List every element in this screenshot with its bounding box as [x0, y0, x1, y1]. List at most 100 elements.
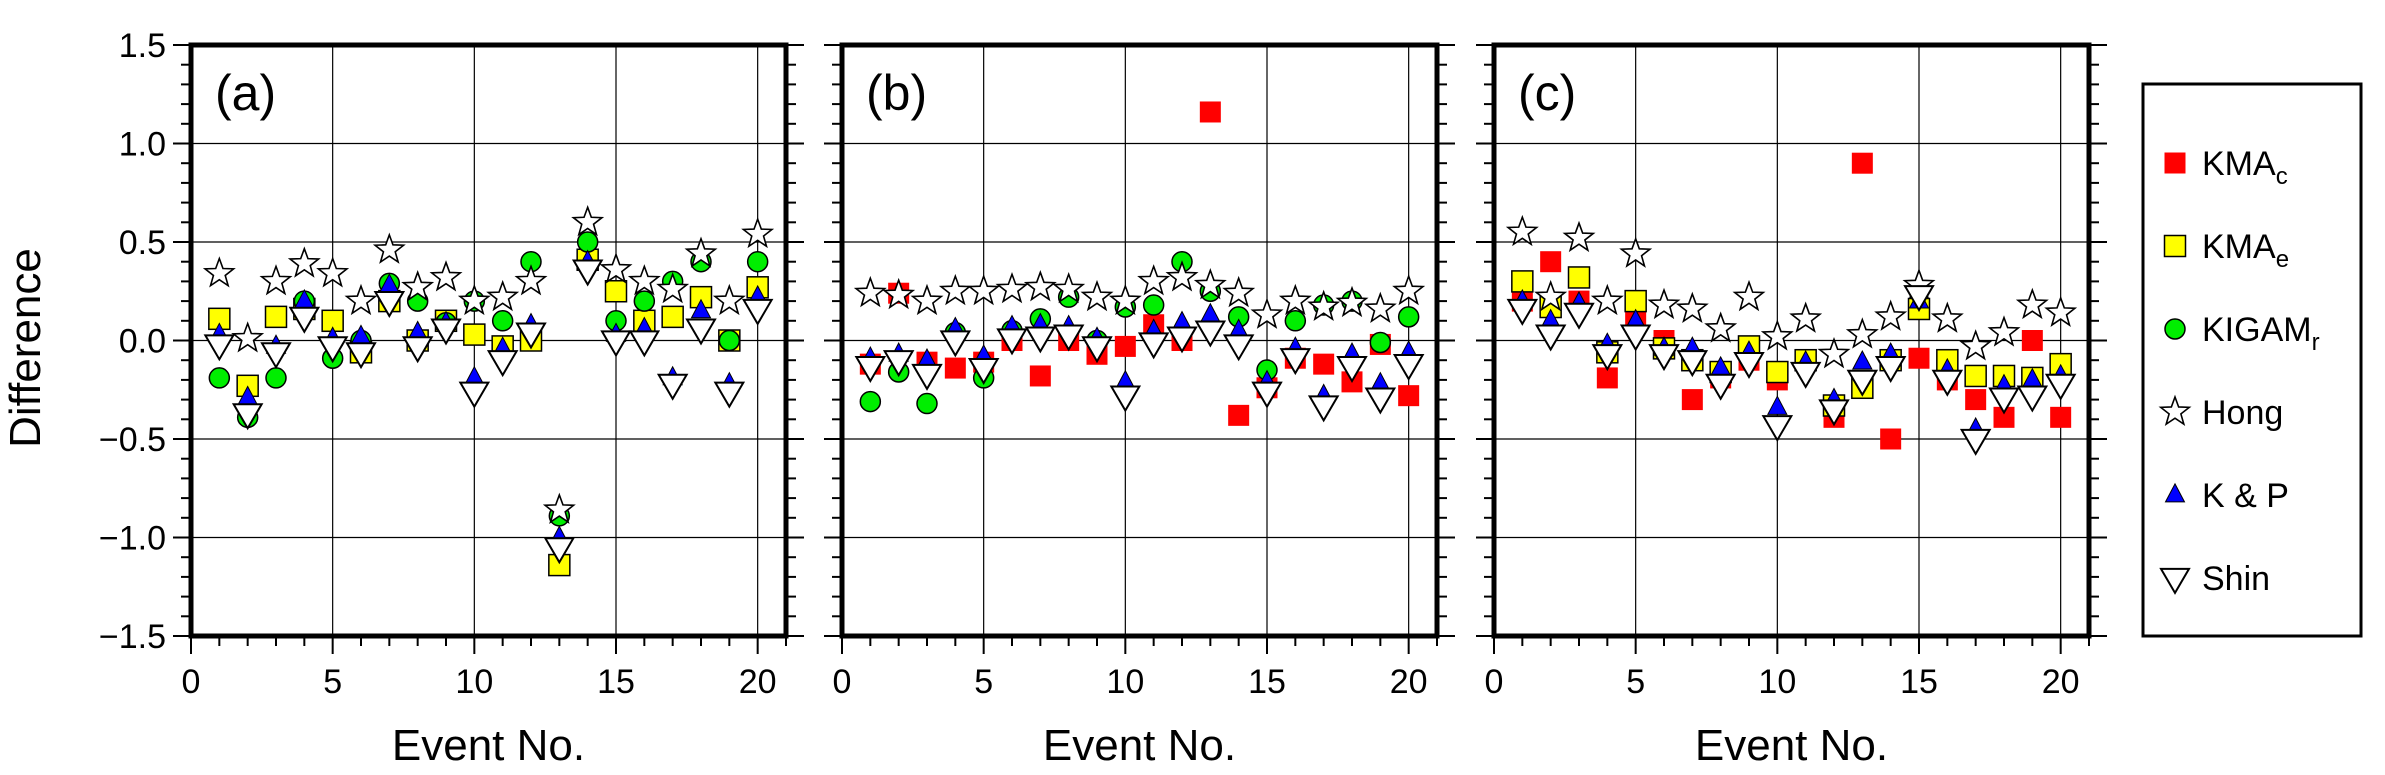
point-shin [203, 334, 236, 362]
point-hong [684, 236, 718, 268]
point-shin [996, 328, 1028, 356]
ticks [1476, 44, 2107, 654]
x-axis-title: Event No. [392, 721, 585, 770]
point-hong [457, 283, 491, 316]
point-shin [911, 363, 943, 391]
point-shin [1591, 344, 1624, 372]
x-tick-label: 20 [1390, 663, 1428, 701]
point-shin [515, 322, 547, 350]
point-hong [599, 252, 633, 284]
point-shin [1959, 428, 1992, 456]
point-shin [1222, 334, 1255, 362]
point-kmac [1313, 353, 1335, 375]
point-shin [1137, 332, 1170, 360]
point-hong [1250, 297, 1284, 329]
legend-item-kigam: KIGAMr [2164, 311, 2320, 356]
point-shin [401, 336, 434, 364]
point-shin [1619, 324, 1652, 352]
point-hong [1704, 311, 1738, 343]
x-tick-label: 5 [974, 663, 993, 701]
point-hong [231, 321, 265, 353]
point-kmae [1964, 364, 1987, 388]
point-hong [1222, 275, 1256, 308]
point-hong [2044, 295, 2078, 327]
point-hong [1817, 336, 1851, 369]
point-kmae [1624, 289, 1647, 313]
point-shin [288, 306, 321, 334]
legend-marker-kp [2164, 482, 2186, 503]
point-hong [344, 283, 378, 316]
x-axis-title: Event No. [1043, 721, 1236, 770]
x-tick-label: 15 [1900, 663, 1938, 701]
x-tick-label: 5 [1626, 663, 1645, 701]
y-tick-label: 1.0 [119, 126, 166, 164]
point-shin [543, 537, 576, 565]
point-shin [1676, 350, 1709, 378]
legend-box [2141, 82, 2363, 638]
point-kmac [1398, 385, 1420, 407]
panel-label: (a) [215, 65, 276, 121]
data-points [202, 204, 775, 577]
point-shin [1534, 324, 1567, 352]
point-shin [260, 342, 292, 370]
x-tick-label: 0 [833, 663, 852, 701]
point-hong [910, 283, 944, 316]
x-tick-label: 15 [1248, 663, 1286, 701]
point-kigam [265, 367, 287, 389]
point-hong [1307, 289, 1341, 322]
point-hong [542, 492, 576, 524]
x-tick-label: 0 [1485, 663, 1504, 701]
x-tick-label: 0 [182, 663, 201, 701]
point-kmac [2021, 330, 2043, 351]
point-hong [1647, 287, 1681, 320]
point-shin [1733, 352, 1765, 380]
point-shin [1166, 326, 1198, 354]
point-shin [1648, 344, 1680, 372]
point-shin [1846, 369, 1879, 397]
point-kmae [264, 305, 288, 329]
point-shin [430, 318, 462, 346]
point-hong [1562, 220, 1596, 253]
x-tick-label: 5 [323, 663, 342, 701]
point-shin [2044, 373, 2077, 401]
point-hong [1789, 301, 1823, 333]
point-hong [316, 256, 350, 288]
panels: 0 5 10 15 20 −1.5 −1.0 −0.5 0.0 0.5 1.0 1.5 Event No… [99, 27, 2107, 770]
point-hong [656, 271, 690, 304]
point-shin [713, 381, 746, 409]
point-shin [571, 259, 604, 287]
x-axis-title: Event No. [1695, 721, 1888, 770]
point-kmae [604, 280, 628, 303]
point-hong [967, 273, 1001, 306]
data-points [1505, 152, 2078, 456]
point-hong [882, 277, 916, 310]
point-hong [627, 264, 661, 296]
point-shin [1903, 285, 1935, 313]
point-shin [345, 342, 377, 370]
ticks [173, 44, 804, 654]
grid [191, 45, 786, 636]
point-kigam [1397, 306, 1420, 328]
point-hong [1363, 291, 1397, 324]
point-hong [202, 256, 236, 288]
x-tick-label: 10 [1758, 663, 1796, 701]
point-hong [1619, 236, 1653, 268]
point-kigam [633, 290, 656, 312]
point-shin [1506, 298, 1539, 326]
point-hong [741, 216, 775, 249]
point-hong [1845, 317, 1879, 349]
plot-frame [839, 42, 1440, 639]
point-hong [938, 273, 972, 306]
point-shin [939, 330, 972, 358]
point-kigam [1369, 331, 1392, 354]
y-axis-title: Difference [1, 248, 50, 448]
point-shin [316, 336, 349, 364]
point-kp [690, 298, 712, 319]
point-hong [853, 275, 887, 308]
point-kmac [1908, 347, 1930, 369]
point-hong [1675, 291, 1709, 324]
panel-1: 0 5 10 15 20 −1.5 −1.0 −0.5 0.0 0.5 1.0 1.5 Event No… [99, 27, 804, 770]
point-shin [1789, 361, 1822, 389]
point-kp [1767, 395, 1788, 415]
point-hong [1534, 279, 1568, 312]
